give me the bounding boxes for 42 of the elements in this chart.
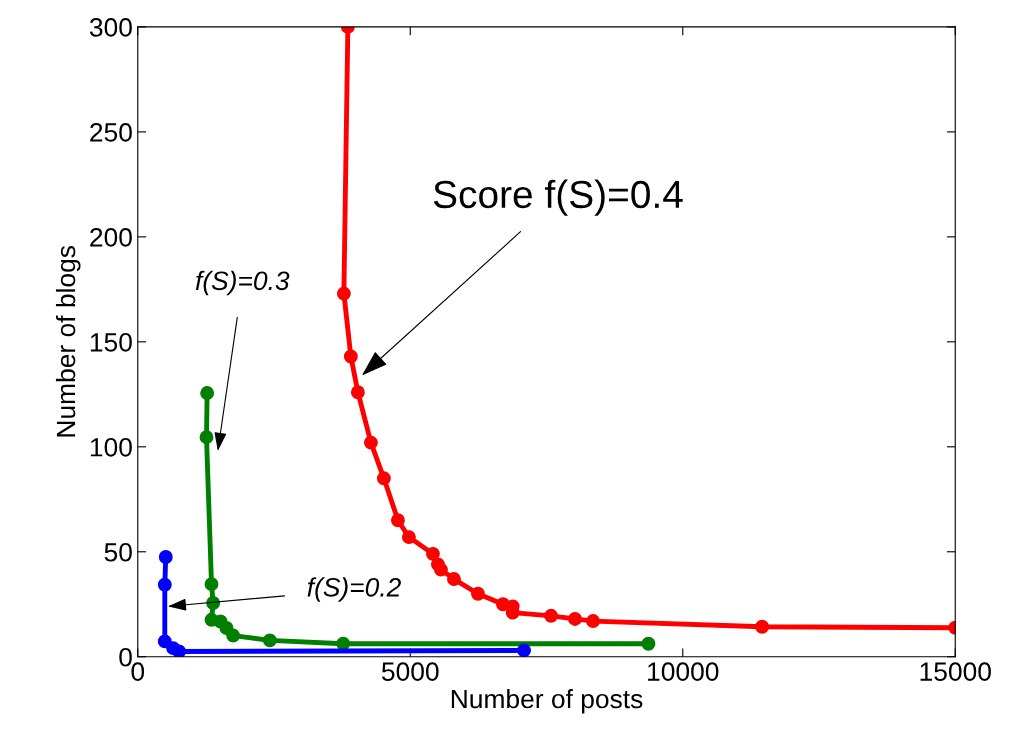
x-tick-label: 0 (131, 662, 145, 681)
annotation: Score f(S)=0.4 (433, 179, 683, 216)
point (755, 619, 770, 634)
point (471, 586, 485, 601)
y-tick-label: 200 (90, 228, 132, 247)
y-tick-label: 100 (90, 437, 132, 457)
point (343, 349, 358, 364)
point (517, 643, 531, 657)
x-axis-title: Number of posts (451, 688, 643, 714)
annotation: f(S)=0.2 (307, 577, 401, 602)
point (401, 530, 416, 545)
point (447, 572, 461, 587)
point (425, 546, 440, 561)
point (641, 636, 656, 651)
point (157, 577, 172, 592)
y-tick-label: 0 (119, 647, 132, 667)
point (544, 608, 558, 623)
point (586, 614, 601, 628)
point (376, 471, 391, 486)
point (226, 628, 241, 643)
point (336, 636, 351, 651)
x-tick-label: 15000 (920, 662, 991, 681)
point (350, 385, 365, 400)
point (363, 435, 378, 450)
point (158, 550, 173, 564)
y-tick-label: 50 (104, 542, 132, 562)
point (568, 612, 582, 626)
y-axis-title: Number of blogs (55, 245, 81, 437)
y-tick-label: 300 (89, 18, 132, 37)
y-tick-label: 250 (90, 123, 132, 142)
point (200, 386, 215, 401)
point (336, 286, 351, 301)
point (172, 644, 187, 657)
point (391, 513, 405, 528)
annotation: f(S)=0.3 (195, 270, 290, 296)
point (262, 633, 277, 648)
point (434, 562, 448, 577)
x-tick-label: 10000 (648, 662, 719, 681)
point (204, 577, 219, 592)
y-tick-label: 150 (90, 332, 132, 352)
point (199, 430, 214, 445)
x-tick-label: 5000 (381, 662, 439, 681)
